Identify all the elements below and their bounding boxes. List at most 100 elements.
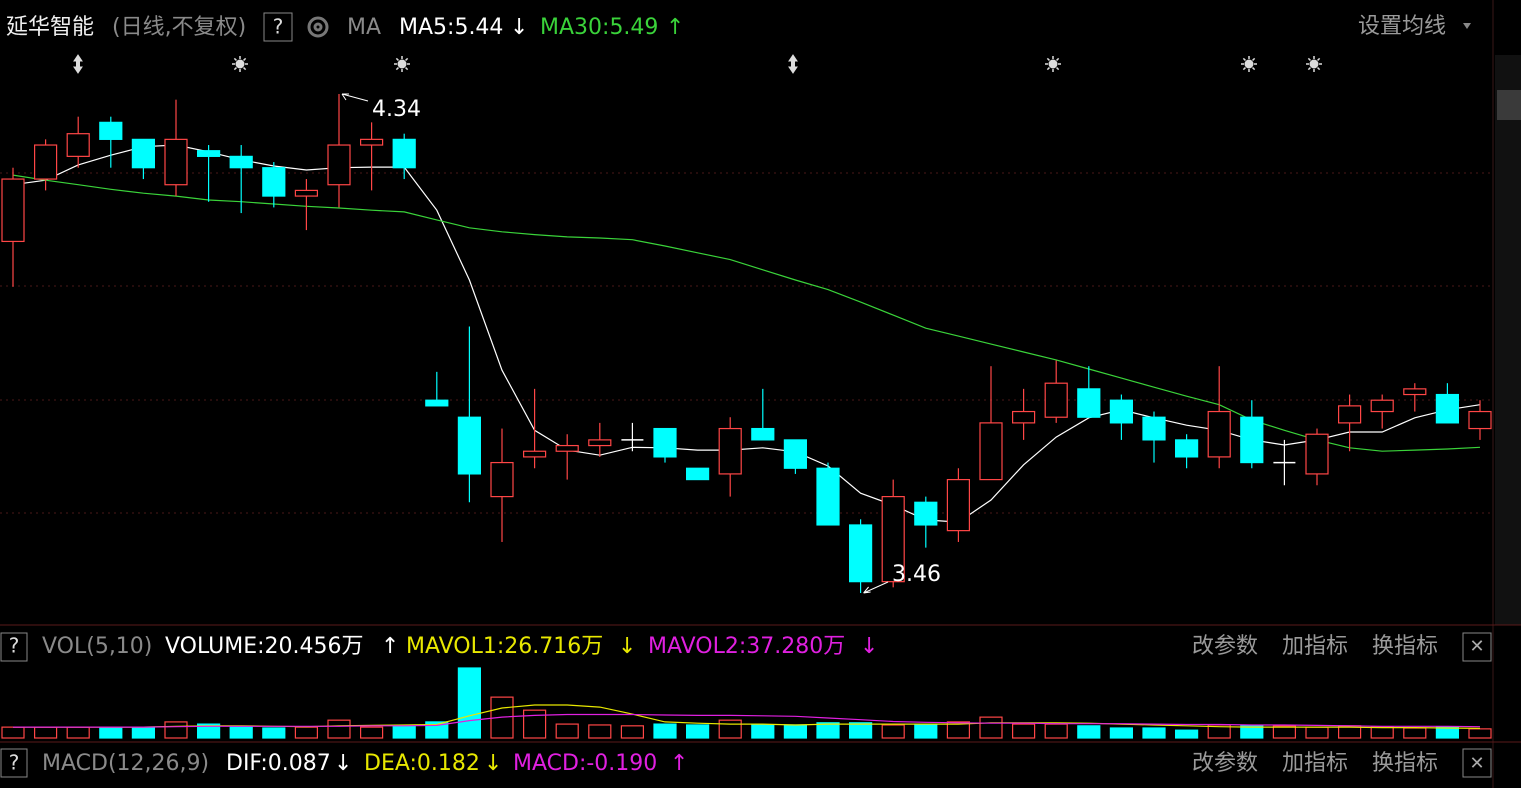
button-add[interactable]: 加指标 (1282, 751, 1348, 776)
ma-line (12, 174, 1481, 452)
candle-body (66, 133, 90, 157)
help-box[interactable] (0, 748, 28, 778)
ma-settings[interactable]: 设置均线 (1358, 14, 1446, 39)
volume-arrow: ↑ (381, 634, 399, 659)
marker-ray (1307, 67, 1311, 71)
marker-ray (1056, 67, 1060, 71)
candle-body (229, 155, 253, 169)
volume-bar (327, 719, 351, 739)
candle-body (1305, 433, 1329, 475)
marker-ray (1317, 67, 1321, 71)
volume-bar (1403, 727, 1427, 739)
candle-body (751, 427, 775, 441)
dropdown-caret (1463, 23, 1471, 29)
annotation-arrow (341, 93, 369, 102)
event-markers (73, 54, 1322, 74)
marker-ray (233, 67, 237, 71)
marker-ray (1252, 67, 1256, 71)
help[interactable]: ? (9, 634, 20, 658)
candle-body (946, 478, 971, 532)
volume-bar (262, 727, 286, 739)
volume-bar (914, 723, 938, 739)
name: MACD(12,26,9) (42, 751, 209, 776)
marker-arrow (73, 54, 83, 74)
volume-bar (392, 725, 416, 739)
volume-bar (979, 716, 1003, 739)
volume-bar (946, 721, 971, 739)
marker-ray (1056, 57, 1060, 61)
candle-body (783, 439, 808, 469)
close-box[interactable] (1462, 748, 1492, 778)
scroll-thumb[interactable] (1497, 90, 1521, 120)
gear-hub (313, 22, 323, 32)
candle-body (457, 416, 481, 475)
low-label: 3.46 (892, 562, 941, 587)
ma5-arrow: ↓ (510, 15, 528, 40)
close-button[interactable]: ✕ (1469, 636, 1484, 657)
volume-bar (1272, 725, 1297, 739)
marker-ray (1252, 57, 1256, 61)
candle-body (653, 427, 677, 458)
button-edit[interactable]: 改参数 (1192, 751, 1258, 776)
macd-arrow: ↑ (670, 751, 688, 776)
candle-body (99, 121, 123, 140)
volume-bar (881, 724, 905, 739)
button-edit[interactable]: 改参数 (1192, 634, 1258, 659)
help-box[interactable] (0, 632, 28, 662)
marker-ray (243, 67, 247, 71)
marker-sun (1048, 59, 1058, 69)
marker-sun (1244, 59, 1254, 69)
candle-body (1077, 388, 1101, 418)
volume-bar (294, 726, 318, 739)
volume-bar (229, 726, 253, 739)
volume-bar (816, 722, 840, 739)
volume-bar (1109, 727, 1134, 739)
candle-body (1011, 410, 1036, 424)
volume-bar (1468, 728, 1492, 739)
volume-bar (848, 722, 873, 739)
dif: DIF:0.087 (226, 751, 331, 776)
ma30-arrow: ↑ (666, 15, 684, 40)
candle-body (881, 496, 905, 583)
marker-ray (1046, 67, 1050, 71)
settings-gear[interactable] (307, 16, 329, 38)
annotation-arrow (863, 581, 889, 594)
macd: MACD:-0.190 (513, 751, 657, 776)
candle-body (33, 144, 58, 180)
stock-name: 延华智能 (6, 15, 94, 40)
candle-body (1435, 393, 1460, 424)
volume-bar (555, 723, 579, 739)
gear-ring (307, 16, 329, 38)
close-box[interactable] (1462, 632, 1492, 662)
button-swap[interactable]: 换指标 (1372, 751, 1438, 776)
ma-line (12, 144, 1481, 523)
button-add[interactable]: 加指标 (1282, 634, 1348, 659)
marker-arrow (788, 54, 798, 74)
marker-ray (1242, 57, 1246, 61)
volume-bar (1011, 723, 1036, 739)
name: VOL(5,10) (42, 634, 152, 659)
marker-ray (243, 57, 247, 61)
ma-label: MA (347, 15, 381, 40)
candle-body (1207, 410, 1231, 458)
candle-body (490, 461, 514, 498)
candle-body (555, 444, 579, 452)
volume-bar (33, 726, 58, 739)
marker-sun (235, 59, 245, 69)
help[interactable]: ? (9, 751, 20, 775)
volume-bar (164, 721, 188, 739)
volume-bar (718, 719, 742, 739)
close-button[interactable]: ✕ (1469, 753, 1484, 774)
marker-ray (1046, 57, 1050, 61)
marker-ray (1317, 57, 1321, 61)
candle-body (197, 150, 221, 157)
marker-ray (233, 57, 237, 61)
candle-body (425, 399, 449, 407)
volume-bar (751, 724, 775, 739)
button-swap[interactable]: 换指标 (1372, 634, 1438, 659)
help-box[interactable] (263, 12, 293, 42)
mavol1: MAVOL1:26.716万 (406, 634, 603, 659)
help[interactable]: ? (273, 15, 284, 39)
marker-ray (1307, 57, 1311, 61)
candle-body (131, 138, 155, 169)
